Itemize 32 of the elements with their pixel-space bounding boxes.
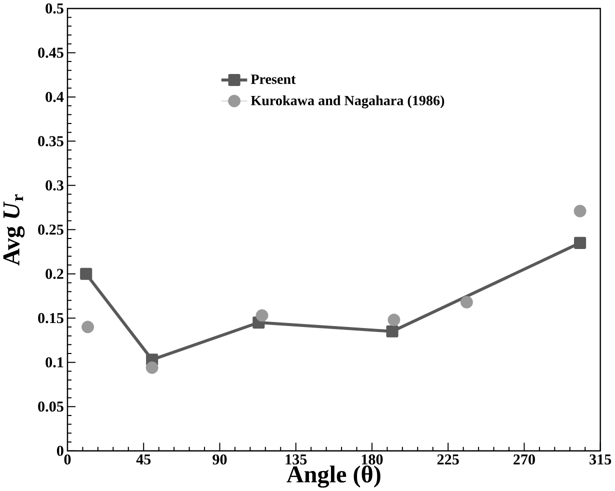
y-tick-label: 0.4 (46, 92, 64, 102)
x-tick-label: 180 (362, 454, 383, 465)
y-tick-label: 0.3 (46, 180, 64, 191)
x-tick-label: 270 (514, 454, 535, 465)
point (574, 204, 586, 218)
point (80, 268, 92, 280)
y-tick-label: 0.1 (46, 357, 64, 368)
y-tick-label: 0.25 (38, 224, 64, 235)
y-tick-label: 0.45 (38, 48, 64, 58)
point (146, 361, 158, 374)
y-tick-label: 0.5 (46, 3, 64, 14)
x-tick-label: 225 (437, 454, 459, 465)
point (386, 325, 398, 338)
point (256, 309, 268, 322)
legend-label: Present (250, 74, 296, 84)
point (574, 236, 586, 249)
x-tick-label: 45 (136, 454, 151, 464)
y-axis-title: Avg U$_{r}$ (3, 194, 25, 266)
point (82, 320, 94, 334)
legend-label: Kurokawa and Nagahara (1986) (250, 95, 444, 108)
point (460, 296, 473, 308)
x-tick-label: 315 (590, 454, 612, 465)
x-tick-label: 0 (64, 454, 71, 465)
y-tick-label: 0.15 (38, 313, 64, 324)
x-tick-label: 135 (286, 454, 307, 465)
point (388, 314, 400, 326)
y-tick-label: 0 (56, 446, 64, 456)
y-tick-label: 0.35 (38, 136, 64, 146)
x-tick-label: 90 (212, 454, 227, 465)
y-tick-label: 0.05 (38, 401, 64, 412)
y-tick-label: 0.2 (46, 268, 64, 280)
x-axis-title: Angle (θ) (286, 465, 380, 488)
